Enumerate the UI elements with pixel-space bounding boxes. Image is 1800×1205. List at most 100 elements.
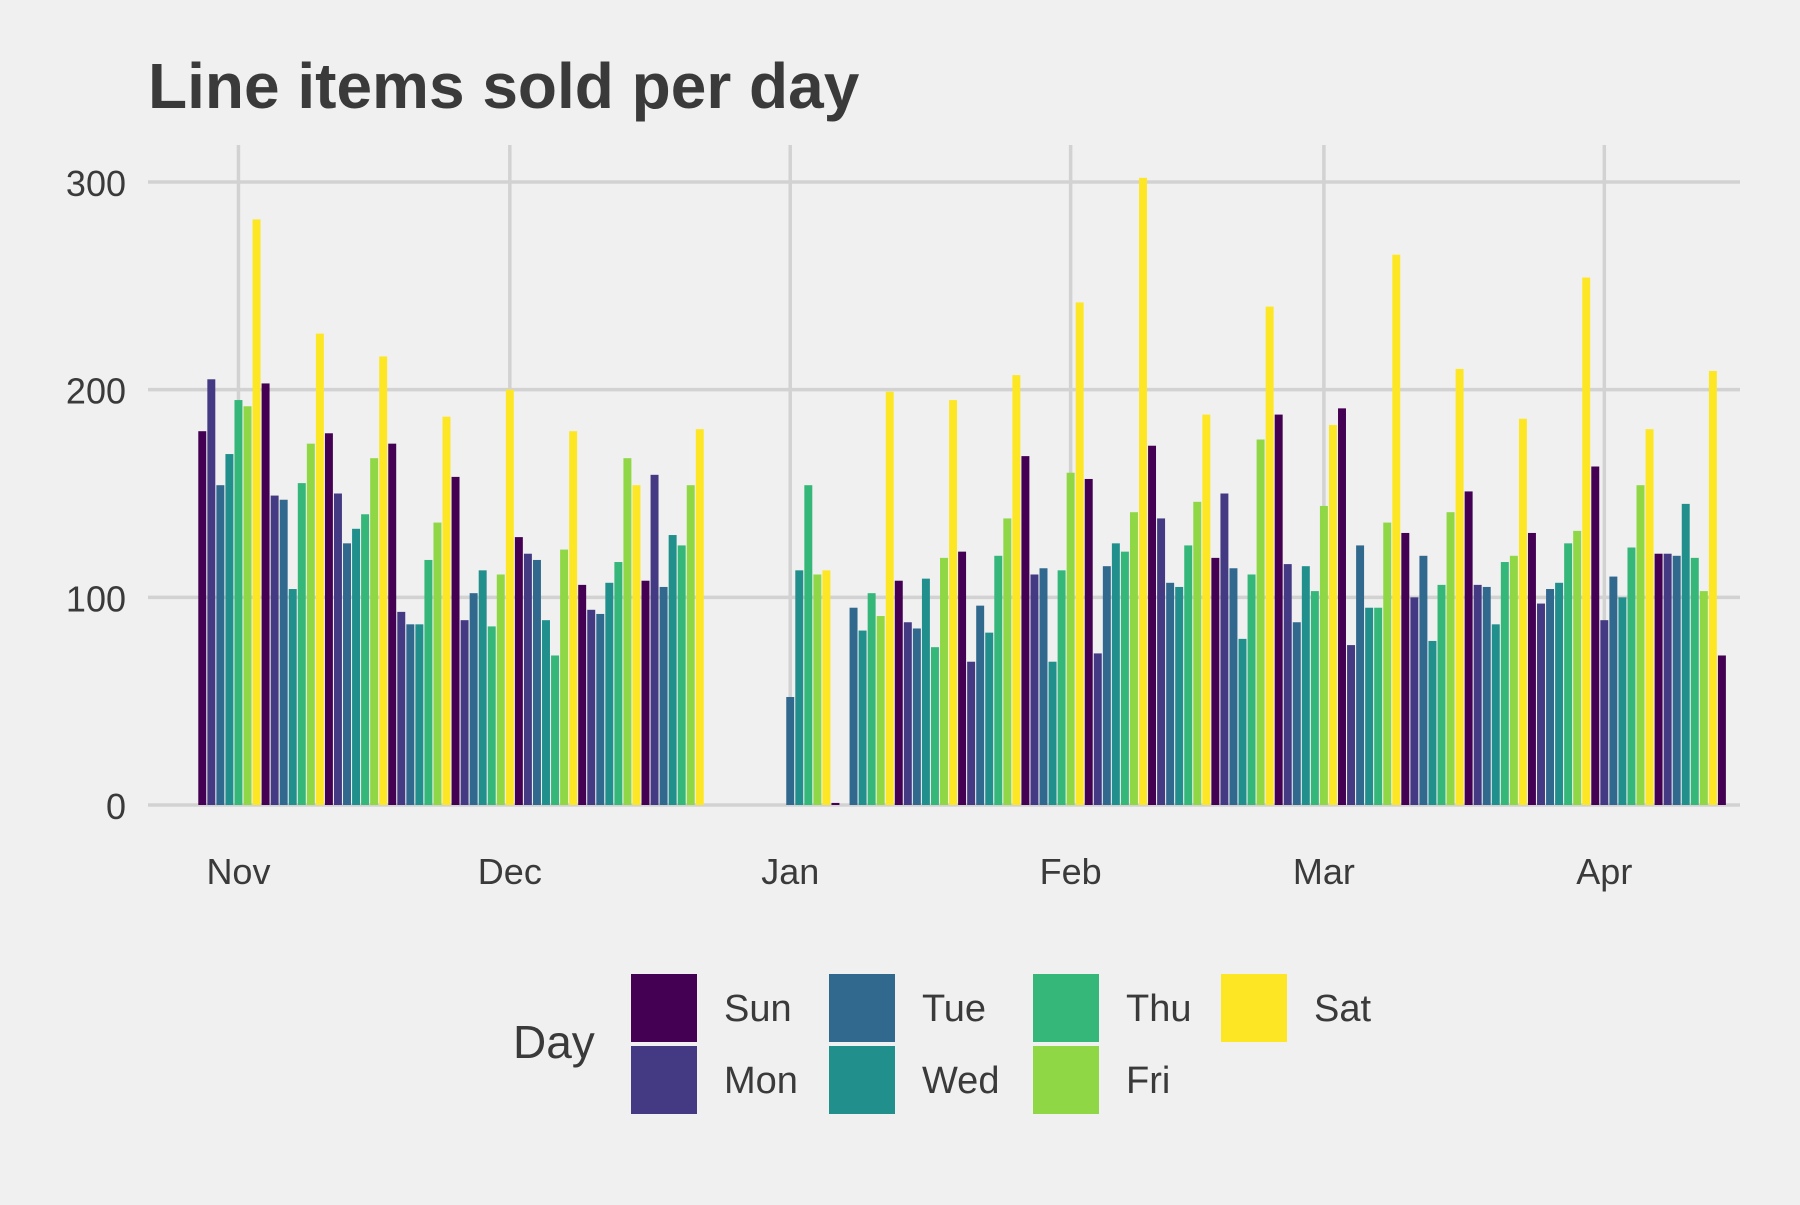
bar	[1464, 491, 1473, 805]
bar	[1084, 478, 1093, 805]
bar	[297, 483, 306, 805]
bar	[1609, 576, 1618, 805]
bar	[1338, 408, 1346, 805]
bar	[587, 609, 596, 805]
bar	[903, 622, 912, 805]
bar	[1618, 597, 1627, 805]
bars	[198, 177, 1726, 805]
bar	[1139, 177, 1147, 805]
bar	[614, 562, 623, 805]
bar	[1636, 485, 1645, 805]
bar	[804, 485, 813, 805]
bar	[1148, 445, 1157, 805]
bar	[442, 416, 451, 805]
legend-label: Thu	[1126, 988, 1191, 1030]
x-tick-label: Jan	[761, 851, 819, 892]
bar	[813, 574, 822, 805]
bar	[858, 630, 867, 805]
bar	[795, 570, 804, 805]
bar	[1048, 661, 1057, 805]
bar	[343, 543, 351, 805]
bar	[1546, 589, 1555, 805]
bar	[234, 400, 243, 805]
bar	[921, 578, 930, 805]
bar	[1356, 545, 1365, 805]
bar	[1292, 622, 1301, 805]
bar	[324, 433, 333, 805]
bar	[1383, 522, 1392, 805]
bar	[424, 559, 433, 805]
bar	[352, 528, 361, 805]
bar	[1202, 414, 1211, 805]
bar	[1509, 555, 1518, 805]
bar	[1283, 564, 1292, 805]
bar	[894, 580, 903, 805]
bar	[1220, 493, 1229, 805]
bar	[831, 802, 840, 805]
bar	[207, 379, 216, 805]
bar	[1473, 584, 1482, 805]
bar	[1392, 254, 1401, 805]
bar	[695, 429, 704, 805]
bar	[1175, 586, 1184, 805]
bar	[1075, 302, 1084, 805]
legend-label: Sat	[1314, 988, 1371, 1030]
bar	[415, 624, 424, 805]
bar	[632, 485, 641, 805]
bar	[1500, 562, 1509, 805]
bar	[1229, 568, 1238, 805]
legend-label: Tue	[922, 988, 986, 1030]
bar	[949, 400, 958, 805]
bar	[469, 593, 478, 805]
bar	[279, 499, 288, 805]
bar	[1193, 501, 1202, 805]
bar	[1708, 370, 1717, 805]
bar	[1374, 607, 1383, 805]
bar	[243, 406, 252, 805]
bar	[985, 632, 994, 805]
bar	[1645, 429, 1654, 805]
x-axis: Nov Dec Jan Feb Mar Apr	[206, 851, 1632, 892]
bar	[1401, 532, 1410, 805]
bar	[1555, 582, 1564, 805]
bar	[1301, 566, 1310, 805]
bar	[514, 537, 523, 805]
bar	[1319, 505, 1328, 805]
bar	[523, 553, 532, 805]
bar	[623, 458, 632, 805]
bar	[216, 485, 225, 805]
bar	[270, 495, 279, 805]
x-tick-label: Feb	[1040, 851, 1102, 892]
bar	[605, 582, 614, 805]
bar	[1310, 591, 1319, 805]
legend: Day Sun Mon Tue Wed Thu Fri Sat	[513, 974, 1371, 1114]
legend-swatch	[1033, 1046, 1099, 1114]
bar	[505, 389, 514, 805]
legend-swatch	[829, 974, 895, 1042]
bar	[641, 580, 650, 805]
bar	[876, 616, 885, 805]
bar	[1066, 472, 1075, 805]
bar	[849, 607, 858, 805]
bar	[1446, 512, 1455, 805]
bar	[397, 611, 406, 805]
bar	[1591, 466, 1600, 805]
bar	[532, 559, 541, 805]
bar	[487, 626, 496, 805]
bar	[551, 655, 560, 805]
bar	[1093, 653, 1102, 805]
bar	[379, 356, 388, 805]
bar	[306, 443, 315, 805]
bar	[1654, 553, 1663, 805]
bar	[1527, 532, 1536, 805]
legend-label: Fri	[1126, 1060, 1170, 1102]
bar	[1582, 277, 1591, 805]
bar	[686, 485, 695, 805]
bar	[1012, 375, 1021, 805]
chart-title: Line items sold per day	[148, 50, 860, 122]
bar	[198, 431, 207, 805]
bar	[677, 545, 686, 805]
bar	[930, 647, 939, 805]
bar	[1184, 545, 1193, 805]
